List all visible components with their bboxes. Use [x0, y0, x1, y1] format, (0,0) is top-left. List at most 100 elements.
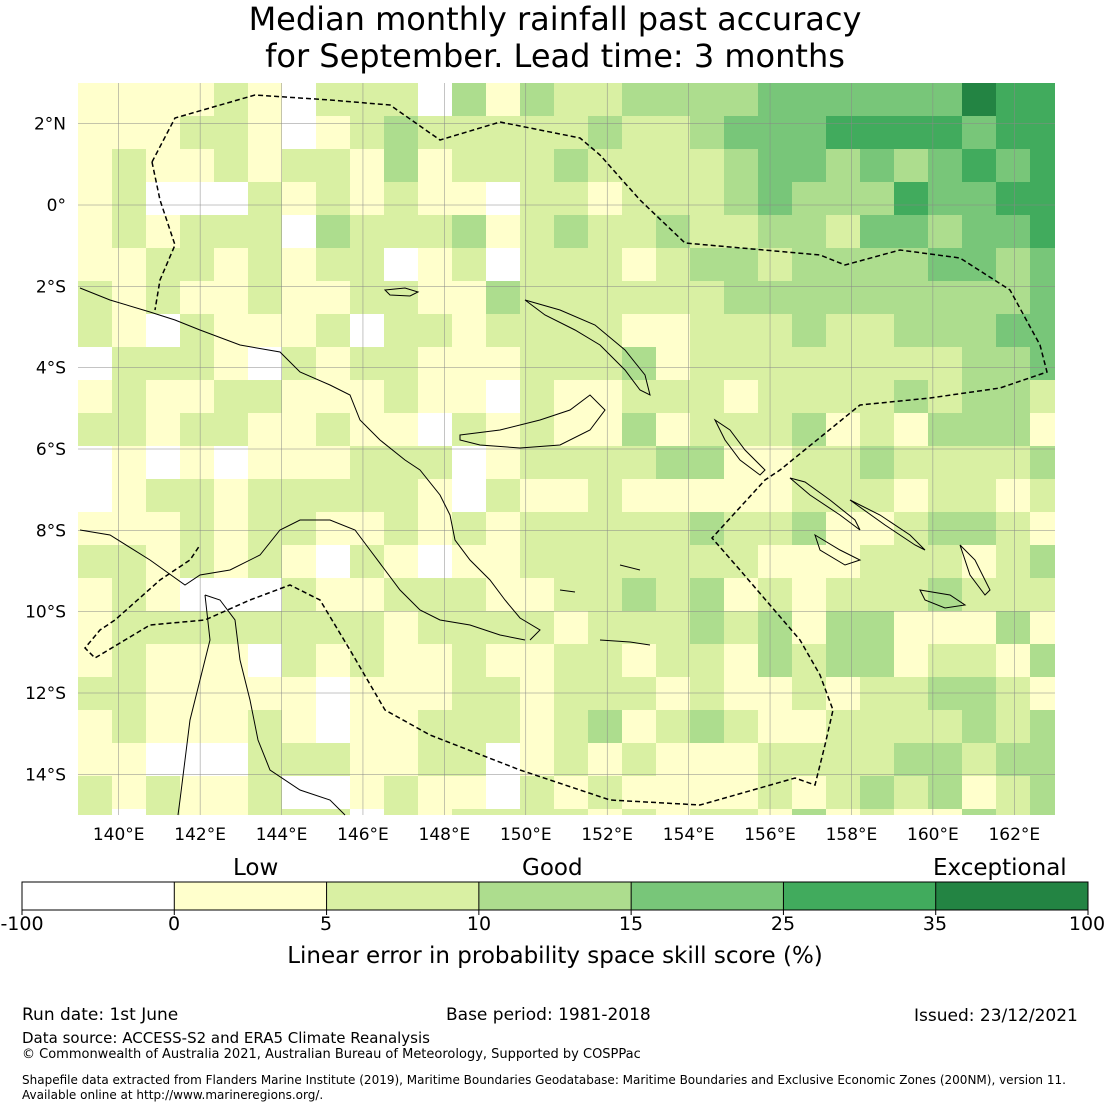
grid-cell: [928, 743, 962, 776]
grid-cell: [520, 149, 554, 182]
grid-cell: [78, 743, 112, 776]
grid-cell: [996, 677, 1030, 710]
grid-cell: [554, 644, 588, 677]
grid-cell: [758, 149, 792, 182]
grid-cell: [656, 578, 690, 611]
grid-cell: [282, 380, 316, 413]
grid-cell: [384, 413, 418, 446]
colorbar-label: Linear error in probability space skill …: [287, 943, 823, 969]
grid-cell: [758, 248, 792, 281]
grid-cell: [248, 116, 282, 149]
grid-cell: [826, 380, 860, 413]
grid-cell: [554, 710, 588, 743]
y-tick-label: 4°S: [36, 359, 66, 379]
colorbar-swatch: [478, 882, 632, 910]
grid-cell: [690, 512, 724, 545]
grid-cell: [1030, 182, 1055, 215]
grid-cell: [520, 611, 554, 644]
grid-cell: [146, 677, 180, 710]
grid-cell: [860, 215, 894, 248]
grid-cell: [418, 182, 452, 215]
grid-cell: [554, 281, 588, 314]
grid-cell: [78, 611, 112, 644]
grid-cell: [928, 446, 962, 479]
grid-cell: [452, 380, 486, 413]
grid-cell: [112, 809, 146, 815]
grid-cell: [894, 677, 928, 710]
graticule: [78, 83, 1055, 815]
grid-cell: [758, 644, 792, 677]
grid-cell: [622, 116, 656, 149]
grid-cell: [316, 578, 350, 611]
grid-cell: [248, 446, 282, 479]
colorbar-category-exceptional: Exceptional: [933, 855, 1067, 881]
grid-cell: [180, 446, 214, 479]
grid-cell: [180, 83, 214, 116]
grid-cell: [792, 314, 826, 347]
grid-cell: [758, 281, 792, 314]
grid-cell: [622, 314, 656, 347]
x-tick-label: 160°E: [907, 825, 959, 845]
grid-cell: [996, 809, 1030, 815]
colorbar-tick: 10: [466, 913, 492, 935]
grid-cell: [248, 347, 282, 380]
grid-cell: [248, 215, 282, 248]
grid-cell: [554, 446, 588, 479]
grid-cell: [452, 182, 486, 215]
grid-cell: [656, 347, 690, 380]
issued-date: Issued: 23/12/2021: [914, 1006, 1078, 1026]
grid-cell: [452, 83, 486, 116]
grid-cell: [962, 644, 996, 677]
grid-cell: [452, 347, 486, 380]
solomon-isles-3: [814, 533, 862, 566]
grid-cell: [860, 644, 894, 677]
map-title-line2: for September. Lead time: 3 months: [265, 37, 845, 75]
grid-cell: [282, 611, 316, 644]
grid-cell: [282, 83, 316, 116]
grid-cell: [418, 446, 452, 479]
grid-cell: [452, 809, 486, 815]
grid-cell: [146, 578, 180, 611]
grid-cell: [826, 281, 860, 314]
grid-cell: [690, 413, 724, 446]
grid-cell: [350, 281, 384, 314]
y-tick-label: 8°S: [36, 521, 66, 541]
grid-cell: [78, 347, 112, 380]
grid-cell: [350, 578, 384, 611]
grid-cell: [78, 182, 112, 215]
y-tick-label: 2°S: [36, 277, 66, 297]
grid-cell: [418, 677, 452, 710]
grid-cell: [894, 149, 928, 182]
grid-cell: [452, 479, 486, 512]
grid-cell: [928, 710, 962, 743]
grid-cell: [588, 281, 622, 314]
grid-cell: [724, 710, 758, 743]
grid-cell: [554, 479, 588, 512]
grid-cell: [214, 578, 248, 611]
grid-cell: [248, 413, 282, 446]
grid-cell: [894, 743, 928, 776]
grid-cell: [316, 611, 350, 644]
grid-cell: [758, 347, 792, 380]
grid-cell: [996, 611, 1030, 644]
grid-cell: [792, 776, 826, 809]
solomon-isles-2: [849, 499, 926, 551]
grid-cell: [180, 776, 214, 809]
grid-cell: [180, 116, 214, 149]
grid-cell: [1030, 83, 1055, 116]
grid-cell: [146, 743, 180, 776]
y-axis-ticks: 2°N 0° 2°S 4°S 6°S 8°S 10°S 12°S 14°S: [25, 115, 66, 786]
grid-cell: [826, 776, 860, 809]
grid-cell: [214, 809, 248, 815]
grid-cell: [962, 347, 996, 380]
grid-cell: [588, 446, 622, 479]
grid-cell: [418, 512, 452, 545]
grid-cell: [588, 677, 622, 710]
grid-cell: [180, 644, 214, 677]
grid-cell: [1030, 743, 1055, 776]
grid-cell: [622, 182, 656, 215]
grid-cell: [758, 611, 792, 644]
grid-cell: [146, 644, 180, 677]
grid-cell: [826, 149, 860, 182]
grid-cell: [486, 512, 520, 545]
